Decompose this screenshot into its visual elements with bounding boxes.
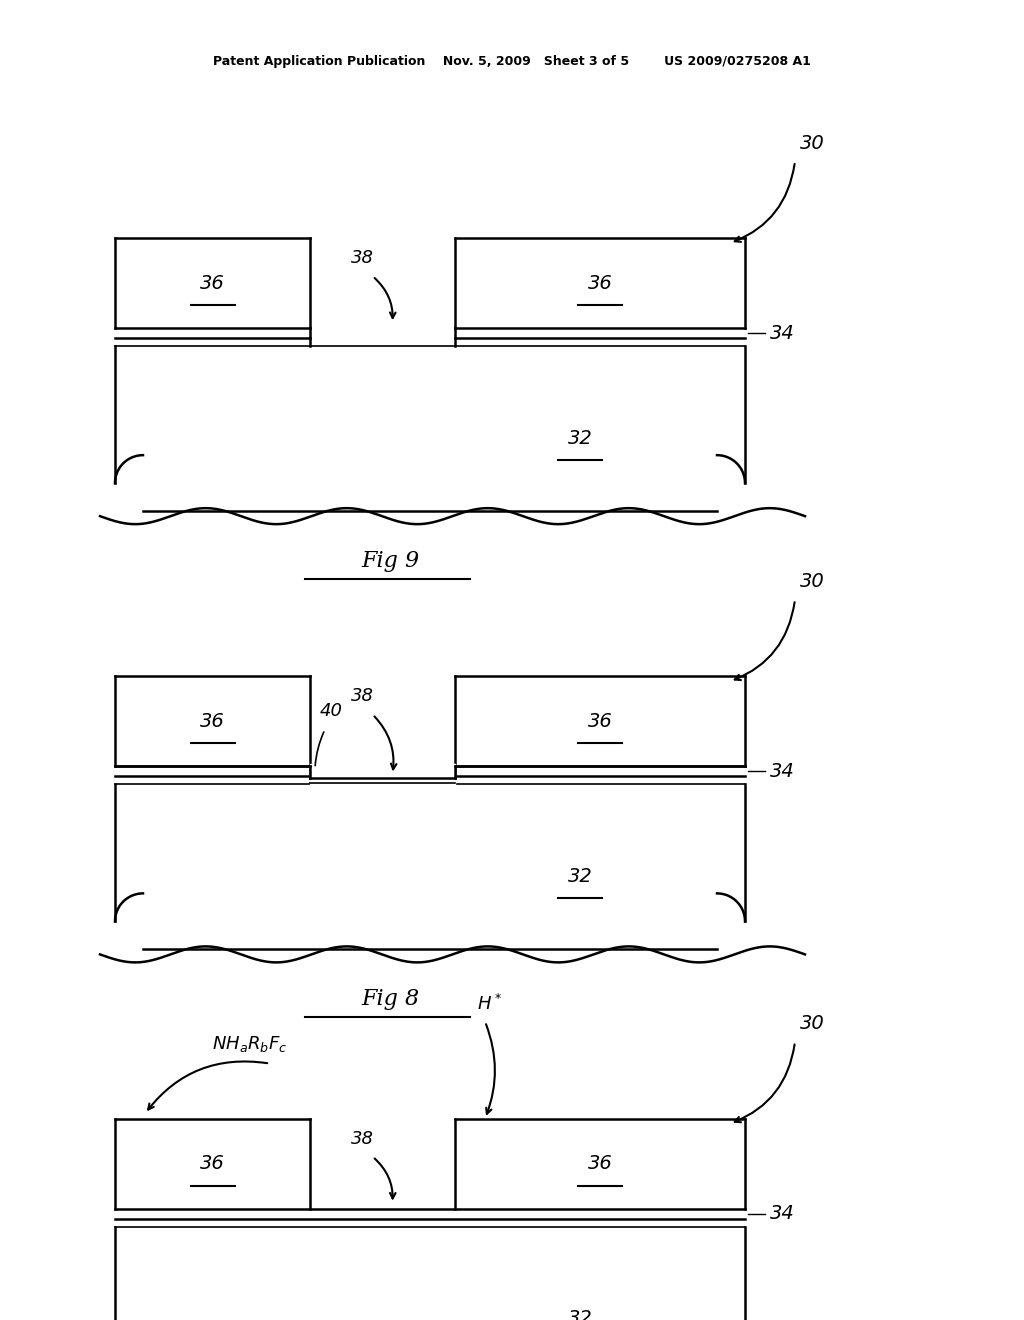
Text: 32: 32 [567,1309,592,1320]
Text: 36: 36 [588,711,612,731]
Text: 32: 32 [567,429,592,447]
Text: $H^*$: $H^*$ [477,994,503,1014]
Text: 38: 38 [351,249,374,267]
Text: 32: 32 [567,867,592,886]
Text: 34: 34 [770,762,795,781]
Text: 36: 36 [200,1154,225,1173]
Text: 30: 30 [800,1014,824,1034]
Text: 36: 36 [588,273,612,293]
Text: 34: 34 [770,323,795,343]
Text: 38: 38 [351,688,374,705]
Text: 34: 34 [770,1204,795,1224]
Text: 36: 36 [200,273,225,293]
Text: 30: 30 [800,572,824,591]
Text: 30: 30 [800,133,824,153]
Text: 36: 36 [588,1154,612,1173]
Text: 36: 36 [200,711,225,731]
Text: Fig 8: Fig 8 [360,989,419,1010]
Text: 40: 40 [319,702,343,721]
Text: Fig 9: Fig 9 [360,550,419,572]
Text: Patent Application Publication    Nov. 5, 2009   Sheet 3 of 5        US 2009/027: Patent Application Publication Nov. 5, 2… [213,55,811,69]
Text: $NH_aR_bF_c$: $NH_aR_bF_c$ [212,1034,288,1053]
Text: 38: 38 [351,1130,374,1147]
